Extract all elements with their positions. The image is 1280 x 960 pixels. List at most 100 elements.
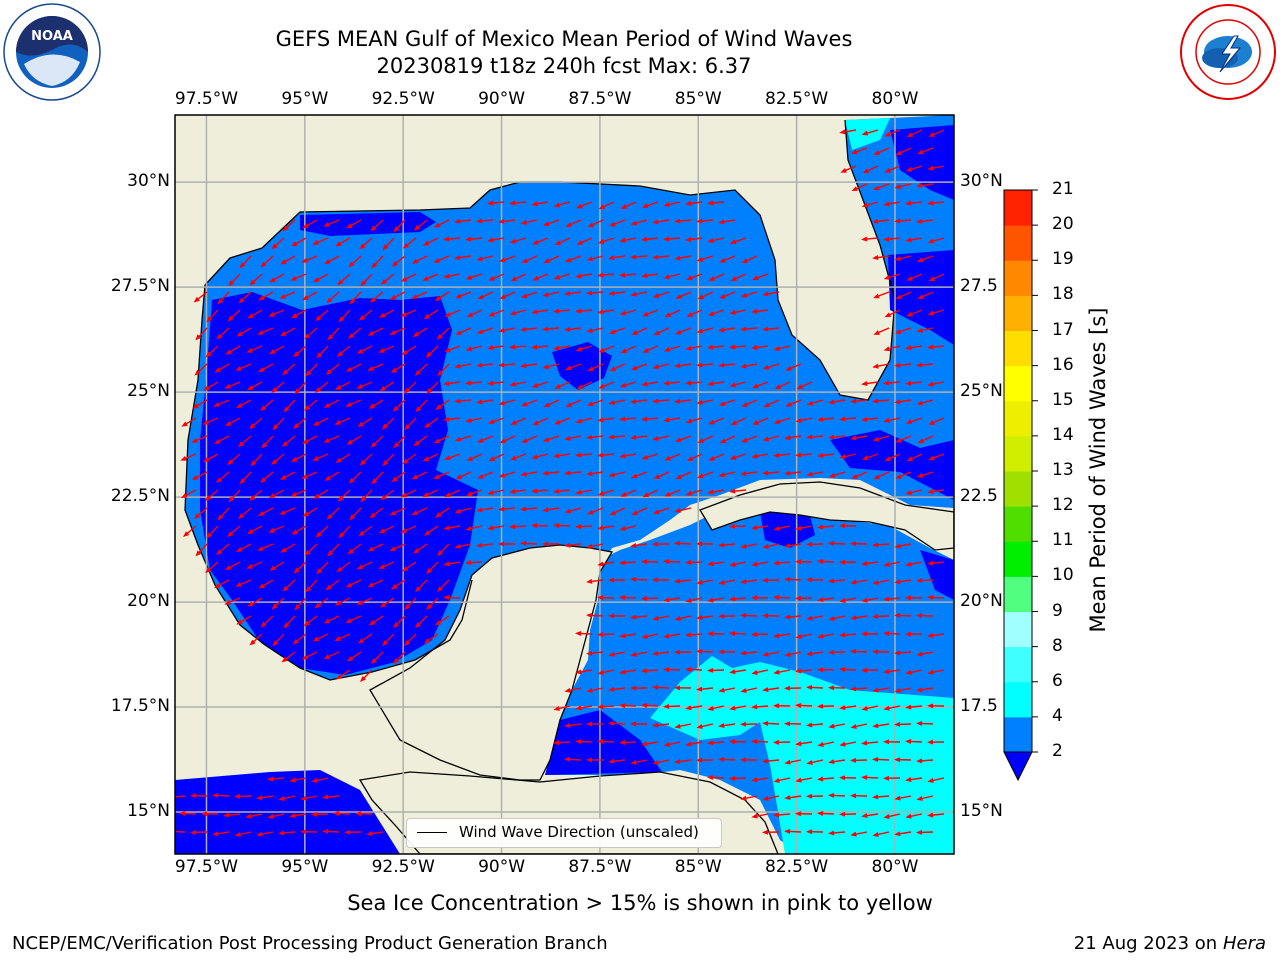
wave-direction-arrowhead — [663, 417, 670, 423]
wave-direction-arrowhead — [762, 829, 769, 835]
wave-direction-arrowhead — [851, 186, 859, 191]
wave-direction-arrowhead — [696, 328, 704, 334]
wave-direction-arrowhead — [294, 604, 301, 611]
wave-direction-arrowhead — [839, 559, 846, 565]
wave-direction-arrowhead — [356, 564, 364, 570]
wave-direction-arrowhead — [861, 667, 868, 673]
wave-direction-arrowhead — [294, 388, 301, 395]
wave-direction-arrowhead — [751, 453, 758, 459]
wave-direction-arrowhead — [872, 723, 879, 729]
wave-direction-arrowhead — [316, 352, 323, 359]
colorbar-label: Mean Period of Wind Waves [s] — [1086, 307, 1110, 633]
wave-direction-arrowhead — [707, 667, 714, 673]
wave-direction-arrowhead — [345, 366, 353, 372]
wave-direction-arrowhead — [227, 315, 234, 322]
wave-direction-arrowhead — [415, 586, 422, 593]
wave-direction-arrowhead — [620, 348, 628, 354]
wave-direction-arrowhead — [575, 631, 582, 637]
wave-direction-arrowhead — [345, 402, 352, 407]
wave-direction-arrowhead — [674, 685, 681, 691]
wave-direction-arrowhead — [412, 331, 420, 338]
wave-direction-arrowhead — [718, 613, 725, 619]
wave-direction-arrowhead — [278, 830, 285, 836]
wave-direction-arrowhead — [336, 566, 343, 573]
wave-direction-arrowhead — [542, 470, 549, 476]
wave-direction-arrowhead — [224, 384, 231, 389]
wave-direction-arrowhead — [402, 458, 409, 465]
wave-direction-arrowhead — [575, 489, 582, 495]
colorbar-tick-label: 18 — [1052, 284, 1074, 305]
wave-direction-arrowhead — [630, 542, 637, 548]
wave-direction-arrowhead — [740, 721, 747, 727]
wave-direction-arrowhead — [597, 670, 604, 675]
wave-direction-arrowhead — [282, 585, 289, 592]
wave-direction-arrowhead — [195, 334, 202, 341]
wave-direction-arrowhead — [707, 706, 714, 711]
wave-direction-arrowhead — [916, 218, 923, 224]
wave-direction-arrowhead — [247, 385, 254, 391]
wave-direction-arrowhead — [828, 685, 835, 691]
nws-logo — [1178, 2, 1278, 106]
wave-direction-arrowhead — [696, 579, 703, 585]
wave-direction-arrowhead — [817, 558, 824, 564]
wave-direction-arrowhead — [905, 166, 913, 172]
wave-direction-arrowhead — [312, 239, 319, 245]
wave-direction-arrowhead — [828, 830, 835, 836]
wave-direction-arrowhead — [466, 456, 474, 462]
wave-direction-arrowhead — [355, 811, 362, 817]
lat-tick-label-right: 22.5 — [960, 486, 998, 507]
wave-direction-arrowhead — [839, 811, 846, 817]
wave-direction-arrowhead — [927, 560, 934, 566]
wave-direction-arrowhead — [718, 401, 726, 406]
wave-direction-arrowhead — [312, 420, 320, 426]
wave-direction-arrowhead — [620, 204, 627, 209]
wave-direction-arrowhead — [521, 438, 528, 443]
wave-direction-arrowhead — [784, 721, 791, 727]
wave-direction-arrowhead — [238, 297, 245, 304]
wave-direction-arrowhead — [861, 774, 868, 780]
wave-direction-arrowhead — [663, 202, 670, 207]
wave-direction-arrowhead — [303, 620, 310, 627]
wave-direction-arrowhead — [762, 326, 769, 332]
wave-direction-arrowhead — [476, 256, 483, 262]
wave-direction-arrowhead — [718, 362, 725, 368]
wave-direction-arrowhead — [313, 277, 320, 283]
wave-direction-arrowhead — [488, 311, 495, 317]
wave-direction-arrowhead — [630, 434, 637, 440]
wave-direction-arrowhead — [390, 584, 398, 590]
wave-direction-arrowhead — [389, 330, 396, 335]
wave-direction-arrowhead — [608, 577, 615, 583]
wave-direction-arrowhead — [443, 273, 450, 279]
noaa-logo: NOAA — [2, 2, 102, 106]
wave-direction-arrowhead — [663, 274, 670, 280]
wave-direction-arrowhead — [257, 546, 264, 551]
wave-direction-arrowhead — [311, 778, 318, 783]
wave-direction-arrowhead — [382, 640, 389, 647]
wave-direction-arrowhead — [752, 275, 759, 281]
wave-direction-arrowhead — [718, 756, 725, 762]
wave-direction-arrowhead — [168, 794, 174, 799]
wave-direction-arrowhead — [740, 326, 747, 332]
wave-direction-arrowhead — [246, 348, 253, 353]
wave-direction-arrowhead — [696, 362, 703, 368]
wave-direction-arrowhead — [315, 315, 322, 322]
wave-direction-arrowhead — [498, 472, 506, 478]
wave-direction-arrowhead — [685, 667, 692, 672]
wave-direction-arrowhead — [927, 489, 934, 494]
wave-direction-arrowhead — [663, 347, 671, 352]
wave-direction-arrowhead — [817, 810, 824, 816]
wave-direction-arrowhead — [894, 329, 902, 334]
wave-direction-arrowhead — [437, 370, 444, 377]
wave-direction-arrowhead — [828, 649, 835, 655]
wave-direction-arrowhead — [652, 615, 659, 621]
wave-direction-arrowhead — [214, 367, 221, 373]
wave-direction-arrowhead — [454, 255, 461, 261]
wave-direction-arrowhead — [663, 667, 670, 673]
wave-direction-arrowhead — [378, 528, 386, 534]
wave-direction-arrowhead — [707, 200, 714, 206]
wave-direction-arrowhead — [205, 495, 212, 502]
wave-direction-arrowhead — [202, 420, 209, 425]
wave-direction-arrowhead — [586, 434, 593, 440]
wave-direction-arrowhead — [828, 434, 835, 440]
wave-direction-arrowhead — [379, 602, 387, 608]
